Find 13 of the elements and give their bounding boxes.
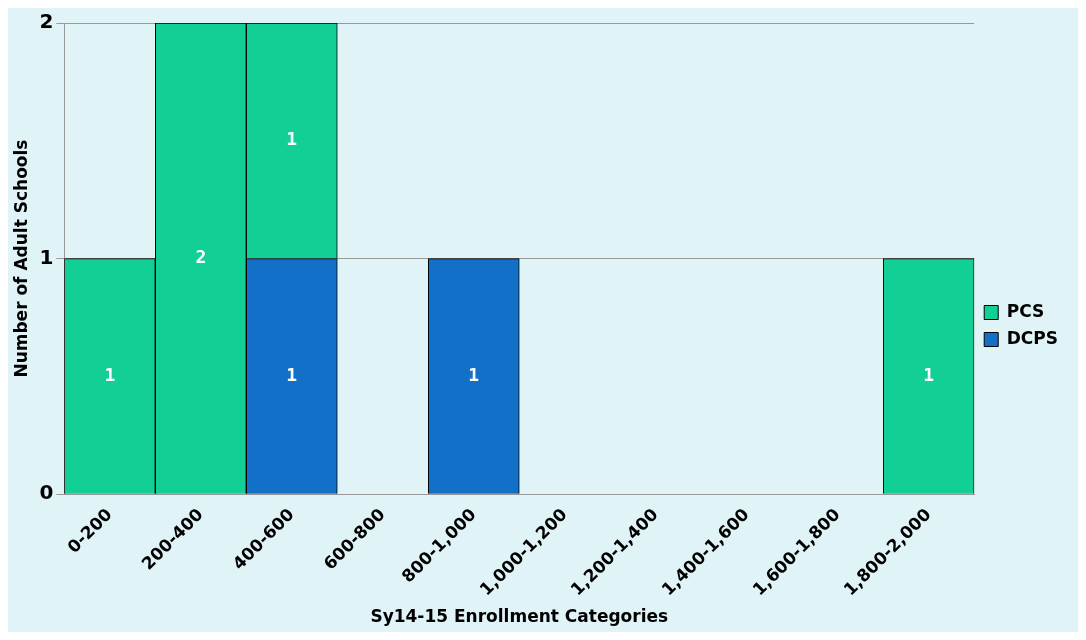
x-axis-title: Sy14-15 Enrollment Categories <box>370 606 669 627</box>
data-label: 2 <box>195 245 207 267</box>
data-label: 1 <box>923 363 935 385</box>
data-label: 1 <box>468 363 480 385</box>
y-tick-label: 1 <box>39 244 54 269</box>
data-label: 1 <box>286 128 298 150</box>
legend-label: PCS <box>1006 300 1045 321</box>
y-axis-title: Number of Adult Schools <box>10 139 31 378</box>
data-label: 1 <box>286 363 298 385</box>
legend-label: DCPS <box>1006 327 1059 348</box>
y-tick-label: 0 <box>39 480 54 505</box>
data-label: 1 <box>104 363 116 385</box>
y-tick-label: 2 <box>39 9 54 34</box>
